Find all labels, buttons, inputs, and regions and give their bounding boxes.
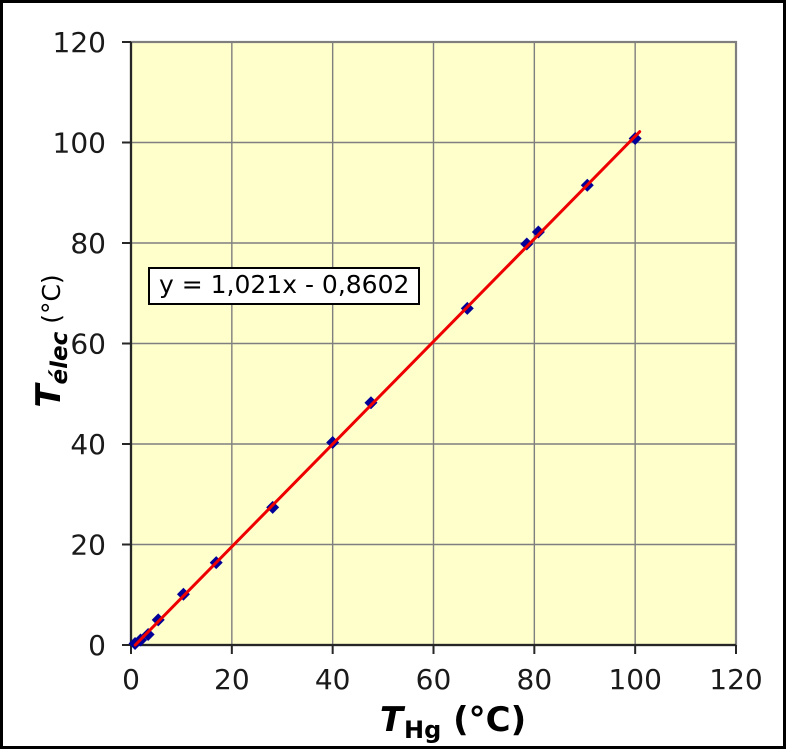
- tick-label-y-100: 100: [53, 127, 106, 160]
- data-point-10: [520, 237, 534, 251]
- y-axis-title: Télec (°C): [29, 274, 73, 408]
- tick-label-x-20: 20: [214, 663, 250, 696]
- data-point-2: [141, 627, 155, 641]
- data-point-8: [364, 396, 378, 410]
- data-point-13: [628, 131, 642, 145]
- x-axis-unit: (°C): [441, 700, 527, 740]
- tick-label-x-80: 80: [517, 663, 553, 696]
- x-axis-title: THg (°C): [379, 700, 527, 744]
- tick-label-x-60: 60: [416, 663, 452, 696]
- x-axis-symbol: T: [379, 700, 404, 740]
- tick-label-y-60: 60: [70, 328, 106, 361]
- y-axis-subscript: élec: [46, 331, 73, 385]
- x-axis-subscript: Hg: [404, 716, 442, 745]
- trendline: [133, 130, 642, 647]
- tick-label-x-0: 0: [122, 663, 140, 696]
- tick-label-y-0: 0: [88, 629, 106, 662]
- trendline-equation-box: y = 1,021x - 0,8602: [148, 267, 421, 305]
- tick-label-y-40: 40: [70, 428, 106, 461]
- y-axis-unit: (°C): [37, 274, 66, 332]
- tick-label-y-80: 80: [70, 227, 106, 260]
- tick-label-x-120: 120: [709, 663, 762, 696]
- y-axis-symbol: T: [29, 384, 69, 408]
- tick-label-x-40: 40: [315, 663, 351, 696]
- tick-label-y-20: 20: [70, 529, 106, 562]
- scatter-plot: 0 20 40 60 80 100 120 0 20 40 60 80 100 120: [53, 26, 763, 696]
- tick-label-x-100: 100: [608, 663, 661, 696]
- tick-label-y-120: 120: [53, 26, 106, 59]
- data-point-11: [531, 225, 545, 239]
